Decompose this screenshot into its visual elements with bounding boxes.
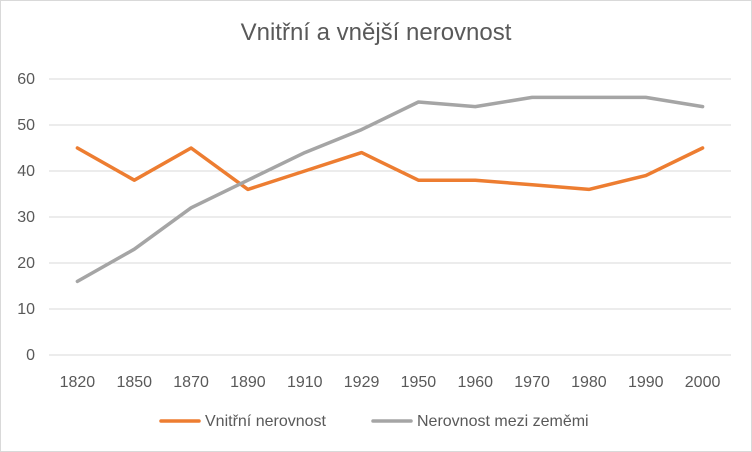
x-tick-label: 1980: [571, 374, 607, 391]
y-tick-label: 30: [17, 209, 35, 226]
x-tick-label: 1820: [60, 374, 96, 391]
x-axis-tick-labels: 1820 1850 1870 1890 1910 1929 1950 1960 1970 1980…: [60, 374, 721, 391]
x-tick-label: 1970: [514, 374, 550, 391]
x-tick-label: 1950: [401, 374, 437, 391]
legend-label-2: Nerovnost mezi zeměmi: [417, 413, 589, 430]
y-tick-label: 50: [17, 117, 35, 134]
gridlines: [49, 78, 731, 356]
y-tick-label: 20: [17, 255, 35, 272]
y-tick-label: 0: [26, 347, 35, 364]
x-tick-label: 1890: [230, 374, 266, 391]
x-tick-label: 1870: [173, 374, 209, 391]
x-tick-label: 1929: [344, 374, 380, 391]
series-line-2: [75, 95, 705, 284]
series-line-1: [75, 146, 705, 192]
x-tick-label: 2000: [685, 374, 721, 391]
y-tick-label: 40: [17, 163, 35, 180]
x-tick-label: 1990: [628, 374, 664, 391]
y-axis-tick-labels: 0 10 20 30 40 50 60: [17, 71, 35, 364]
legend-label-1: Vnitřní nerovnost: [205, 413, 327, 430]
y-tick-label: 10: [17, 301, 35, 318]
chart-title: Vnitřní a vnější nerovnost: [240, 19, 512, 46]
x-tick-label: 1910: [287, 374, 323, 391]
x-tick-label: 1850: [116, 374, 152, 391]
y-tick-label: 60: [17, 71, 35, 88]
x-tick-label: 1960: [457, 374, 493, 391]
series-lines: [75, 95, 705, 284]
legend: Vnitřní nerovnost Nerovnost mezi zeměmi: [159, 413, 589, 430]
